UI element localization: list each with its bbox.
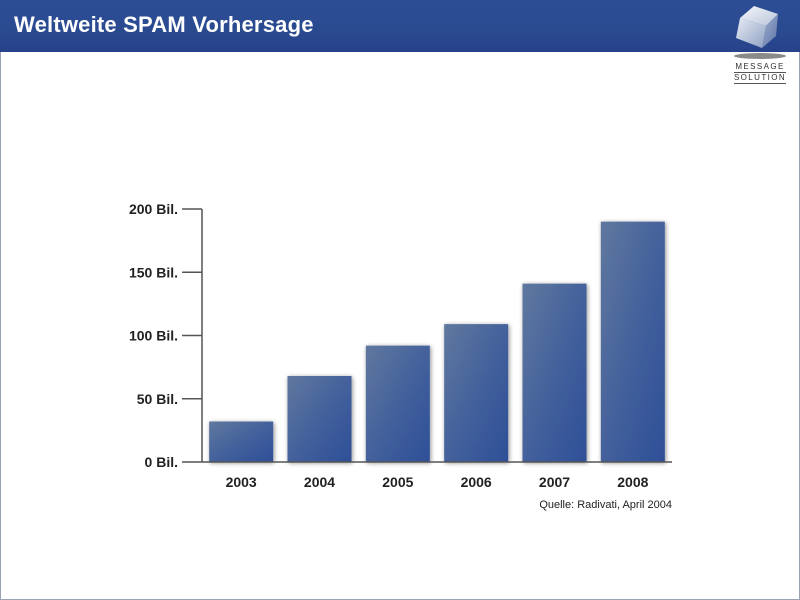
axes-group <box>182 208 672 463</box>
y-tick-label: 0 Bil. <box>145 454 178 470</box>
bar-2008 <box>600 221 665 462</box>
x-tick-label: 2007 <box>539 474 570 490</box>
x-tick-label: 2004 <box>304 474 335 490</box>
cube-logo-icon <box>734 6 786 59</box>
header-bar: Weltweite SPAM Vorhersage <box>0 0 800 52</box>
y-tick-label: 200 Bil. <box>129 201 178 217</box>
y-tick-label: 100 Bil. <box>129 328 178 344</box>
bars-group <box>209 221 665 462</box>
x-tick-label: 2006 <box>461 474 492 490</box>
bar-2006 <box>444 324 509 462</box>
brand-line-2: Solution <box>733 73 787 82</box>
x-tick-label: 2008 <box>617 474 648 490</box>
labels-group: 2003 2004 2005 2006 2007 2008 0 Bil. 50 Bil. 100… <box>129 201 672 511</box>
x-tick-label: 2005 <box>382 474 413 490</box>
source-note: Quelle: Radivati, April 2004 <box>539 499 672 511</box>
y-tick-label: 50 Bil. <box>137 391 178 407</box>
brand-divider-bottom <box>734 83 786 84</box>
bar-2003 <box>209 421 274 462</box>
y-tick-label: 150 Bil. <box>129 264 178 280</box>
page-title: Weltweite SPAM Vorhersage <box>14 12 314 37</box>
brand-divider <box>734 72 786 73</box>
company-logo: Message Solution <box>728 2 792 92</box>
bar-2007 <box>522 283 587 462</box>
x-tick-label: 2003 <box>226 474 257 490</box>
bar-2005 <box>365 345 430 462</box>
brand-line-1: Message <box>735 62 785 71</box>
bar-2004 <box>287 375 352 462</box>
